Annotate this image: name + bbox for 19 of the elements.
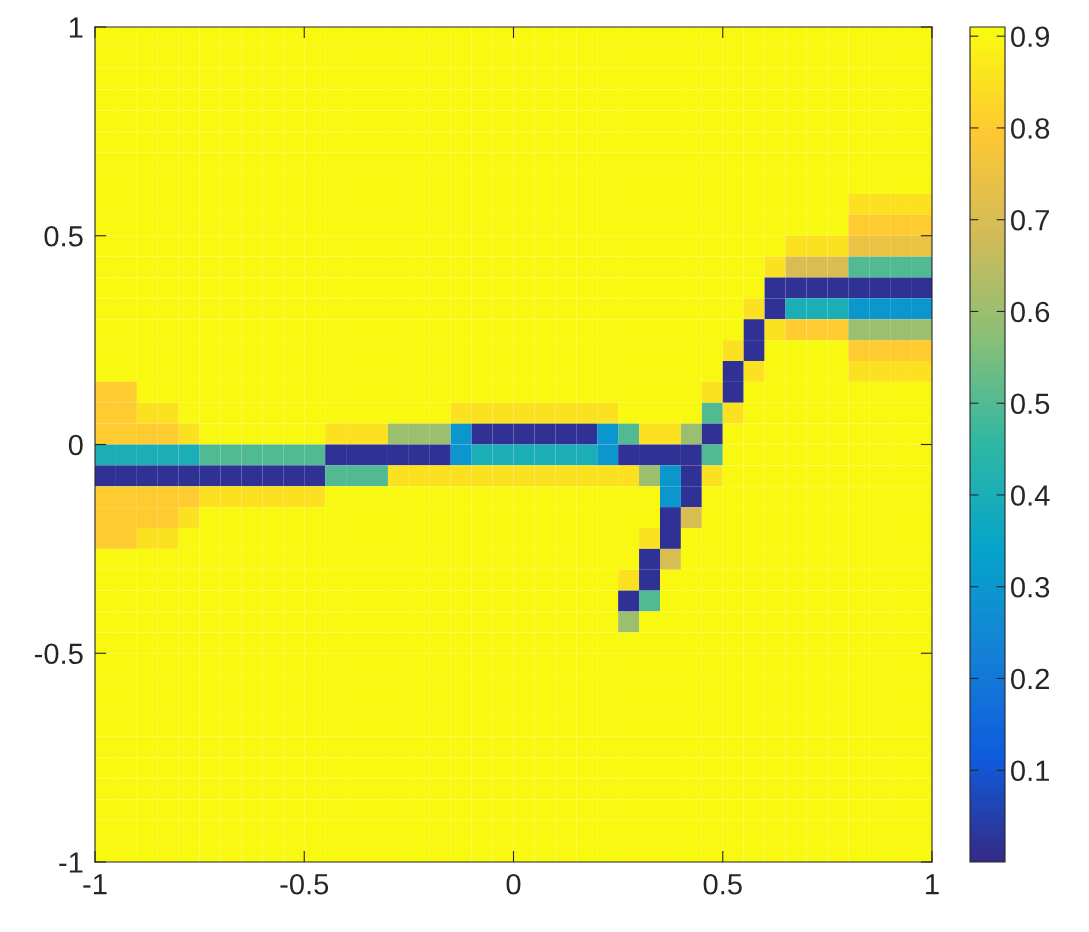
y-tick-label: 1 bbox=[69, 17, 83, 38]
color-bar-label: 0.6 bbox=[1011, 301, 1050, 323]
color-bar-label: 0.4 bbox=[1011, 485, 1050, 506]
color-bar-label: 0.2 bbox=[1011, 668, 1049, 690]
color-bar-label: 0.3 bbox=[1011, 576, 1050, 598]
y-tick-label: 0.5 bbox=[44, 225, 83, 247]
color-bar-label: 0.9 bbox=[1011, 26, 1050, 48]
x-tick-label: -1 bbox=[83, 874, 107, 895]
color-bar-label: 0.1 bbox=[1011, 760, 1049, 782]
color-bar-label: 0.8 bbox=[1011, 118, 1050, 139]
x-tick-label: 1 bbox=[926, 874, 939, 895]
x-tick-label: 0 bbox=[506, 873, 521, 895]
color-bar-label: 0.5 bbox=[1011, 393, 1050, 415]
y-tick-label: -0.5 bbox=[34, 643, 83, 665]
color-bar-label: 0.7 bbox=[1011, 209, 1049, 231]
y-tick-label: -1 bbox=[59, 852, 83, 873]
x-tick-label: -0.5 bbox=[280, 873, 329, 895]
x-tick-label: 0.5 bbox=[703, 873, 742, 895]
y-tick-label: 0 bbox=[68, 434, 83, 456]
